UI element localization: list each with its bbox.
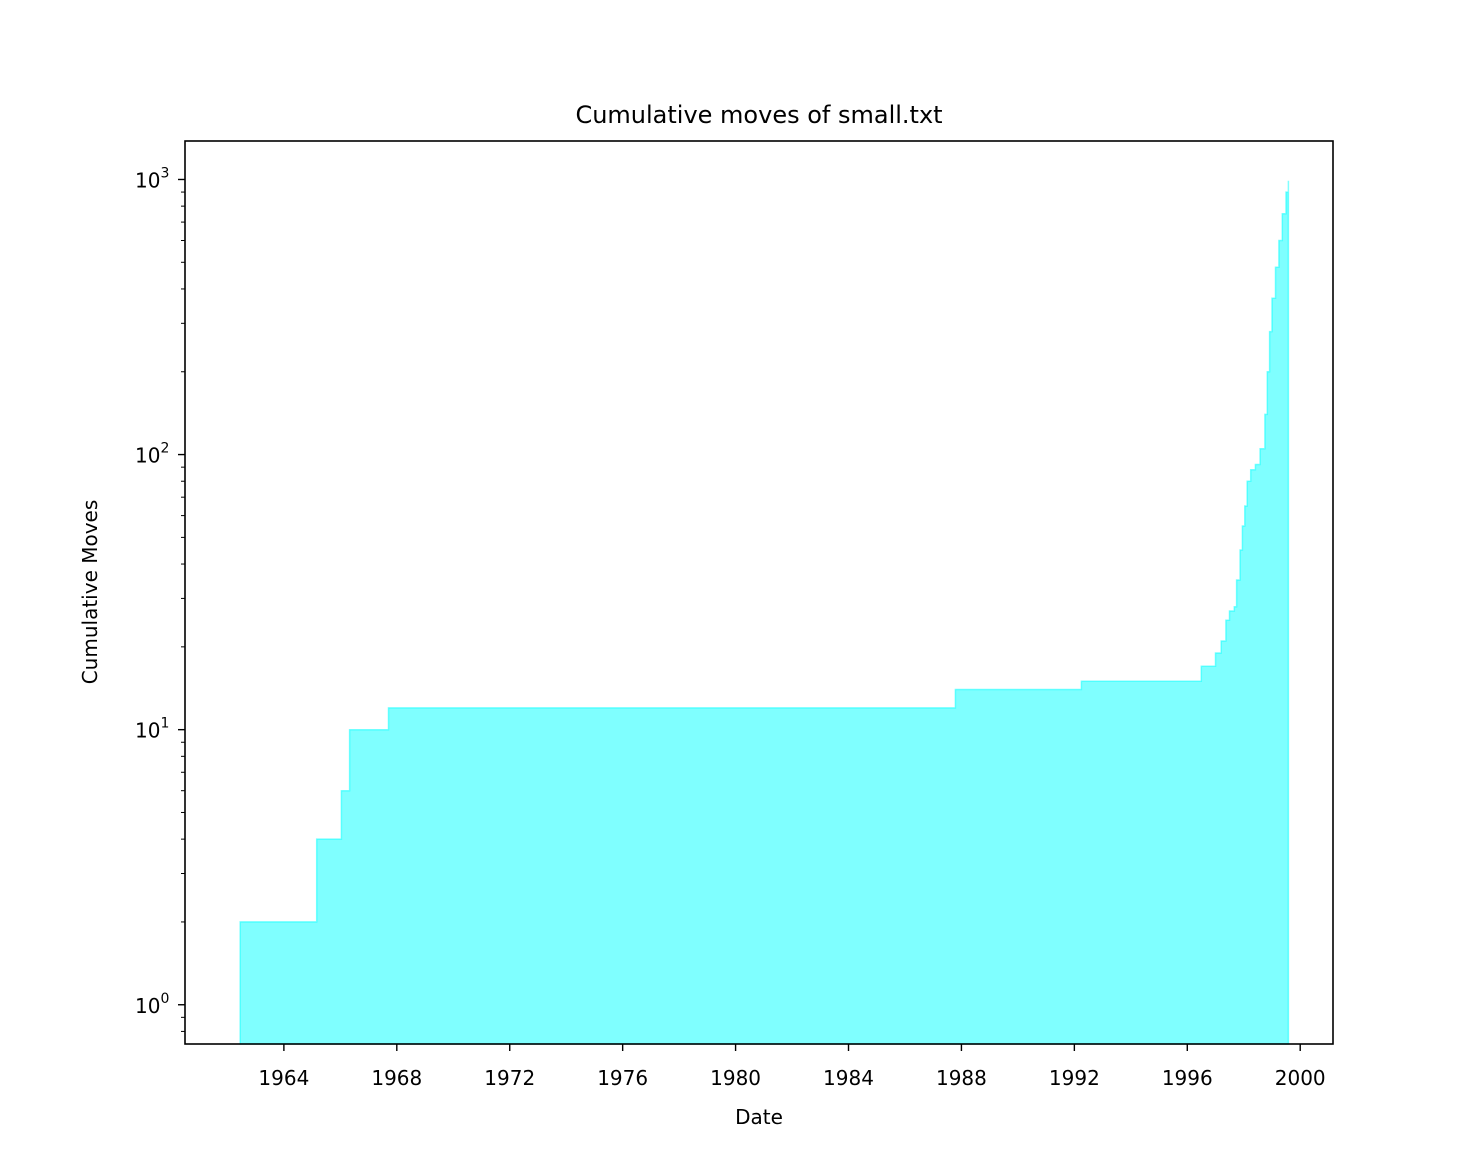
x-tick-label: 1964: [258, 1066, 309, 1090]
x-tick-label: 2000: [1275, 1066, 1326, 1090]
x-tick-label: 1968: [371, 1066, 422, 1090]
x-tick-label: 1988: [936, 1066, 987, 1090]
x-tick-label: 1972: [484, 1066, 535, 1090]
axes-frame: [184, 140, 1334, 1045]
x-tick-label: 1980: [710, 1066, 761, 1090]
y-tick-label: 100: [135, 991, 169, 1018]
x-axis-label: Date: [735, 1105, 783, 1129]
chart-title: Cumulative moves of small.txt: [575, 101, 942, 129]
y-tick-label: 101: [135, 716, 169, 743]
x-tick-label: 1976: [597, 1066, 648, 1090]
y-tick-label: 103: [135, 165, 169, 192]
cumulative-moves-area: [239, 180, 1290, 1045]
y-axis: 100 101 102 103: [135, 165, 185, 1032]
y-axis-label: Cumulative Moves: [78, 500, 102, 685]
x-tick-label: 1992: [1049, 1066, 1100, 1090]
plot-area: [239, 180, 1290, 1045]
x-tick-label: 1984: [823, 1066, 874, 1090]
x-tick-label: 1996: [1162, 1066, 1213, 1090]
x-axis: 1964 1968 1972 1976 1980 1984 1988 1992 1996 2000: [258, 1044, 1326, 1090]
y-tick-label: 102: [135, 441, 169, 468]
